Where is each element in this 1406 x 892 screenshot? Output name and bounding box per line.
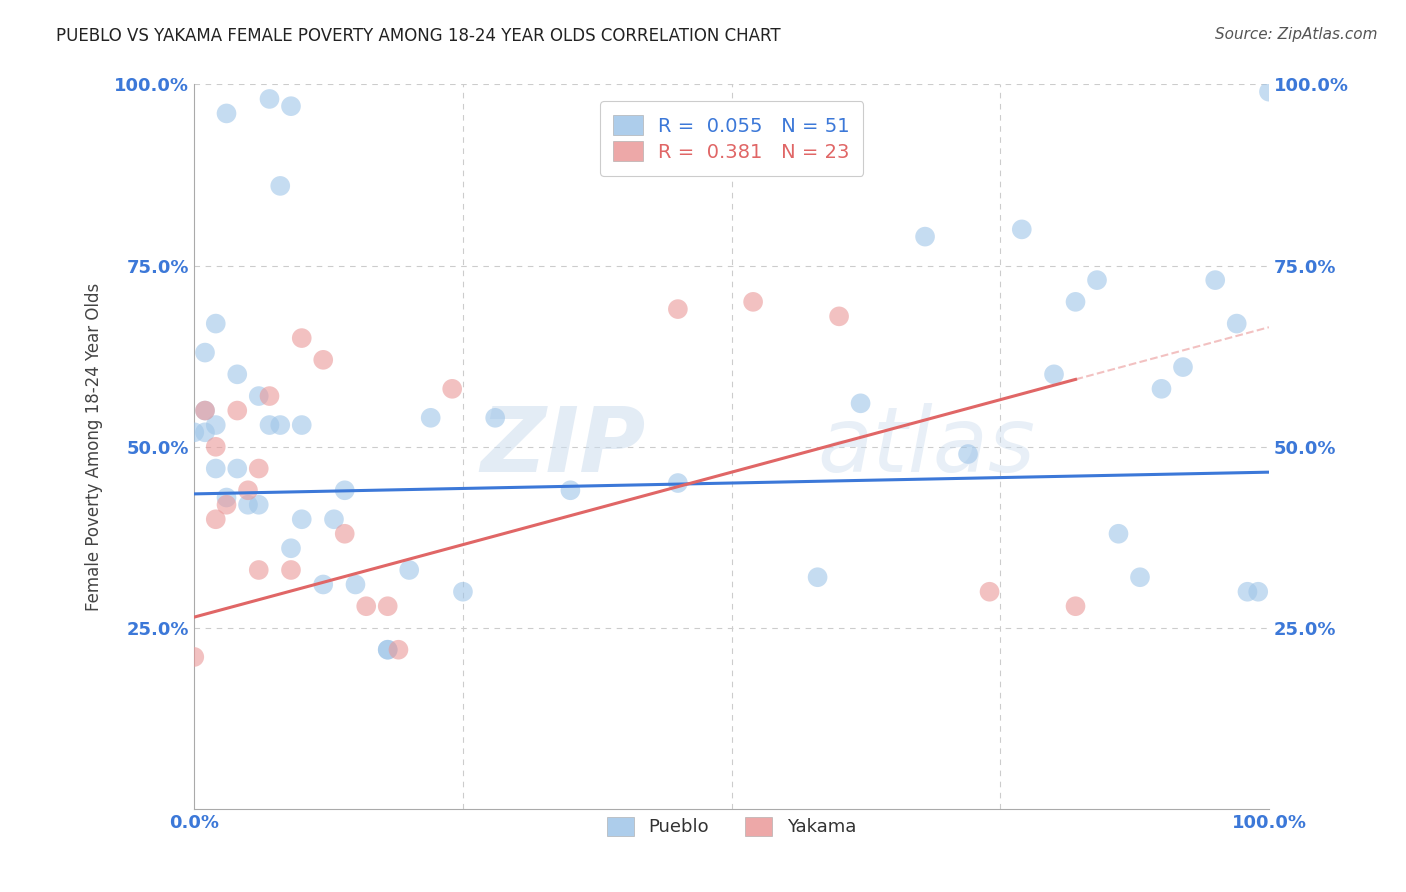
Point	[215, 498, 238, 512]
Point	[312, 352, 335, 367]
Point	[1011, 222, 1033, 236]
Point	[269, 418, 291, 433]
Point	[1108, 526, 1130, 541]
Point	[1043, 368, 1066, 382]
Point	[204, 317, 226, 331]
Point	[280, 541, 302, 556]
Point	[419, 410, 441, 425]
Point	[484, 410, 506, 425]
Point	[194, 345, 217, 359]
Point	[828, 310, 851, 324]
Point	[344, 577, 367, 591]
Point	[280, 99, 302, 113]
Point	[236, 483, 259, 498]
Point	[1204, 273, 1226, 287]
Point	[742, 294, 765, 309]
Point	[666, 302, 689, 317]
Point	[312, 577, 335, 591]
Legend: Pueblo, Yakama: Pueblo, Yakama	[600, 810, 863, 844]
Point	[269, 178, 291, 193]
Point	[1258, 85, 1281, 99]
Point	[451, 584, 474, 599]
Point	[259, 92, 281, 106]
Point	[1171, 360, 1194, 375]
Point	[398, 563, 420, 577]
Point	[226, 403, 249, 417]
Point	[1064, 294, 1087, 309]
Point	[807, 570, 830, 584]
Point	[280, 563, 302, 577]
Point	[204, 418, 226, 433]
Point	[247, 461, 270, 475]
Point	[560, 483, 582, 498]
Point	[215, 491, 238, 505]
Point	[194, 425, 217, 440]
Point	[1150, 382, 1173, 396]
Point	[333, 483, 356, 498]
Point	[1129, 570, 1152, 584]
Point	[1064, 599, 1087, 614]
Point	[914, 229, 936, 244]
Text: atlas: atlas	[818, 403, 1036, 491]
Point	[1226, 317, 1249, 331]
Text: ZIP: ZIP	[481, 403, 645, 491]
Point	[377, 599, 399, 614]
Point	[666, 476, 689, 491]
Point	[387, 642, 409, 657]
Point	[259, 389, 281, 403]
Point	[259, 418, 281, 433]
Y-axis label: Female Poverty Among 18-24 Year Olds: Female Poverty Among 18-24 Year Olds	[86, 283, 103, 611]
Point	[236, 498, 259, 512]
Point	[1236, 584, 1258, 599]
Point	[247, 389, 270, 403]
Point	[194, 403, 217, 417]
Point	[354, 599, 377, 614]
Point	[291, 512, 314, 526]
Point	[247, 498, 270, 512]
Point	[226, 461, 249, 475]
Point	[183, 649, 205, 664]
Point	[1085, 273, 1108, 287]
Point	[183, 425, 205, 440]
Point	[247, 563, 270, 577]
Point	[323, 512, 346, 526]
Point	[957, 447, 980, 461]
Point	[204, 440, 226, 454]
Point	[291, 418, 314, 433]
Point	[204, 512, 226, 526]
Point	[849, 396, 872, 410]
Point	[291, 331, 314, 345]
Point	[441, 382, 464, 396]
Text: Source: ZipAtlas.com: Source: ZipAtlas.com	[1215, 27, 1378, 42]
Point	[333, 526, 356, 541]
Point	[215, 106, 238, 120]
Point	[1247, 584, 1270, 599]
Text: PUEBLO VS YAKAMA FEMALE POVERTY AMONG 18-24 YEAR OLDS CORRELATION CHART: PUEBLO VS YAKAMA FEMALE POVERTY AMONG 18…	[56, 27, 780, 45]
Point	[194, 403, 217, 417]
Point	[226, 368, 249, 382]
Point	[377, 642, 399, 657]
Point	[377, 642, 399, 657]
Point	[204, 461, 226, 475]
Point	[979, 584, 1001, 599]
